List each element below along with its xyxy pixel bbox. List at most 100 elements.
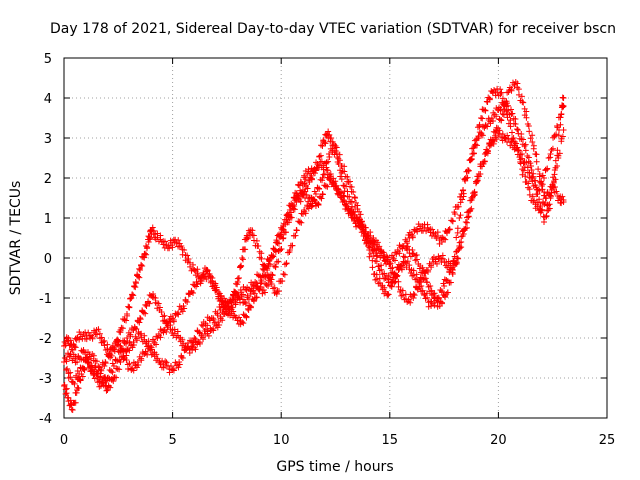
data-point xyxy=(389,278,396,285)
data-point xyxy=(441,283,448,289)
data-point xyxy=(533,151,540,158)
data-point xyxy=(170,318,177,325)
data-point xyxy=(497,91,504,97)
data-point xyxy=(540,200,547,207)
data-point xyxy=(143,245,150,252)
data-point xyxy=(560,103,567,110)
data-point xyxy=(402,259,409,265)
data-point xyxy=(378,266,385,273)
data-point xyxy=(262,289,269,296)
data-point xyxy=(373,258,380,265)
data-point xyxy=(133,337,140,344)
data-point xyxy=(424,294,431,301)
data-point xyxy=(269,272,276,279)
data-point xyxy=(471,191,478,198)
data-point xyxy=(77,365,84,372)
data-point xyxy=(529,132,536,139)
data-point xyxy=(286,211,293,218)
data-point xyxy=(67,374,74,381)
axis-tick-labels: 0 5 10 15 20 25 -4 -3 -2 -1 0 1 2 3 4 5 xyxy=(39,52,615,448)
data-point xyxy=(274,240,281,247)
data-point xyxy=(287,203,294,210)
data-point xyxy=(404,258,411,265)
data-point xyxy=(419,264,426,271)
data-point xyxy=(468,155,475,162)
y-tick-label: -1 xyxy=(39,292,52,307)
data-point xyxy=(499,111,506,117)
data-point xyxy=(326,131,333,138)
data-point xyxy=(367,233,374,240)
data-point xyxy=(533,184,540,191)
data-point xyxy=(336,151,343,158)
data-point xyxy=(503,100,510,107)
data-point xyxy=(321,139,328,146)
data-point xyxy=(479,106,486,113)
data-point xyxy=(364,235,371,242)
plot-frame xyxy=(63,57,608,419)
data-point xyxy=(169,244,176,251)
data-point xyxy=(242,300,249,307)
data-point xyxy=(234,275,241,282)
data-point xyxy=(72,399,79,406)
data-point xyxy=(341,163,348,170)
data-point xyxy=(404,243,411,250)
data-point xyxy=(279,278,286,285)
data-point xyxy=(175,237,182,244)
data-point xyxy=(100,382,107,389)
data-point xyxy=(531,197,538,204)
data-point xyxy=(239,256,246,263)
data-point xyxy=(141,250,148,257)
data-point xyxy=(499,95,506,102)
data-point xyxy=(138,262,145,269)
data-point xyxy=(386,261,393,268)
data-point xyxy=(554,152,561,159)
data-point xyxy=(184,298,191,305)
data-point xyxy=(117,359,124,365)
data-point xyxy=(272,264,279,271)
data-point xyxy=(435,295,442,302)
data-point xyxy=(129,291,136,298)
data-point xyxy=(123,340,130,347)
data-point xyxy=(407,299,414,306)
data-point xyxy=(453,260,460,267)
data-point xyxy=(495,125,502,132)
data-point xyxy=(303,191,310,198)
data-point xyxy=(322,183,329,190)
data-point xyxy=(449,266,456,273)
data-point xyxy=(536,187,543,194)
data-point xyxy=(215,293,222,300)
data-point xyxy=(270,253,277,260)
data-point xyxy=(515,91,522,98)
data-point xyxy=(123,357,130,364)
data-point xyxy=(93,331,100,338)
x-tick-label: 0 xyxy=(60,433,68,448)
data-point xyxy=(135,273,142,280)
data-point xyxy=(484,123,491,130)
data-point xyxy=(114,365,121,372)
data-point xyxy=(240,320,247,327)
data-point xyxy=(420,276,427,283)
data-point xyxy=(74,359,81,365)
data-point xyxy=(443,277,450,284)
data-point xyxy=(546,192,553,199)
x-tick-label: 25 xyxy=(599,433,616,448)
data-point xyxy=(85,329,92,336)
data-point xyxy=(291,195,298,201)
data-point xyxy=(423,228,430,235)
data-point xyxy=(126,304,133,311)
data-point xyxy=(320,171,327,178)
data-point xyxy=(205,332,212,339)
data-point xyxy=(176,243,183,250)
data-point xyxy=(470,150,477,157)
data-point xyxy=(418,283,425,290)
x-tick-label: 5 xyxy=(168,433,176,448)
data-point xyxy=(350,189,357,196)
data-point xyxy=(497,107,504,114)
data-point xyxy=(76,355,83,362)
data-point xyxy=(178,353,185,360)
data-point xyxy=(206,271,213,277)
data-point xyxy=(166,245,173,252)
data-point xyxy=(395,283,402,290)
x-axis-label: GPS time / hours xyxy=(276,459,393,475)
data-point xyxy=(140,254,147,261)
